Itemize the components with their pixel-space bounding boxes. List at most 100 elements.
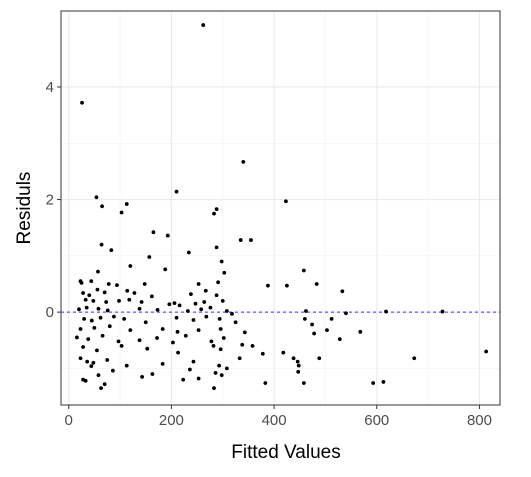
data-point [145, 346, 150, 351]
data-point [196, 282, 201, 286]
x-tick-label: 800 [467, 412, 492, 429]
data-point [183, 333, 188, 338]
data-point [209, 339, 214, 344]
data-point [283, 199, 288, 204]
data-point [167, 302, 172, 307]
data-point [107, 324, 112, 329]
data-point [263, 381, 268, 385]
data-point [218, 327, 223, 331]
data-point [302, 316, 307, 321]
data-point [105, 308, 110, 313]
data-point [85, 359, 90, 364]
data-point [250, 344, 255, 348]
data-point [291, 356, 296, 361]
data-point [122, 316, 127, 321]
x-tick-label: 0 [65, 412, 73, 429]
data-point [110, 368, 115, 373]
data-point [102, 382, 107, 387]
data-point [224, 366, 229, 371]
data-point [337, 337, 342, 342]
data-point [187, 367, 192, 372]
data-point [127, 297, 132, 302]
data-point [81, 291, 85, 295]
major-gridlines [61, 11, 500, 405]
data-point [117, 298, 121, 303]
data-point [78, 356, 83, 361]
data-point [242, 330, 247, 335]
data-point [296, 363, 301, 368]
data-point [222, 270, 227, 275]
data-point [163, 267, 168, 272]
data-point [371, 381, 376, 385]
data-point [301, 381, 306, 385]
data-point [193, 301, 198, 306]
data-point [80, 100, 84, 105]
data-point [240, 342, 245, 347]
data-point [124, 202, 129, 206]
data-point [119, 210, 124, 215]
data-point [96, 373, 101, 378]
data-point [381, 380, 386, 384]
data-point [358, 329, 363, 334]
data-point [310, 322, 314, 327]
data-point [312, 331, 317, 336]
data-point [220, 298, 225, 303]
y-tick-label: 4 [46, 79, 54, 96]
data-point [98, 315, 103, 320]
data-point [78, 327, 83, 331]
data-point [79, 280, 84, 285]
data-point [214, 245, 219, 250]
data-point [91, 360, 96, 365]
data-point [230, 311, 234, 316]
panel-border [60, 10, 501, 406]
data-point [202, 300, 207, 304]
data-point [237, 356, 242, 361]
data-point [484, 349, 489, 354]
data-point [143, 320, 148, 325]
data-point [89, 318, 94, 323]
data-point [214, 207, 219, 212]
data-point [221, 336, 226, 340]
data-point [204, 314, 209, 319]
data-point [165, 233, 170, 238]
data-point [412, 356, 417, 361]
data-point [150, 372, 155, 376]
data-point [208, 305, 213, 310]
data-point [119, 344, 124, 348]
data-point [95, 348, 99, 353]
data-point [174, 315, 179, 320]
data-point [82, 316, 87, 321]
data-point [217, 316, 222, 321]
data-point [115, 283, 119, 288]
data-point [213, 371, 218, 375]
data-point [99, 386, 103, 391]
data-point [174, 189, 179, 194]
data-point [128, 328, 133, 333]
data-point [340, 289, 345, 294]
data-point [211, 344, 216, 348]
data-point [96, 306, 101, 311]
data-point [233, 320, 238, 325]
data-points [75, 23, 489, 391]
data-point [160, 362, 165, 366]
data-point [84, 305, 89, 310]
data-point [149, 294, 154, 299]
data-point [140, 374, 145, 379]
data-point [344, 311, 348, 316]
data-point [83, 297, 88, 302]
data-point [329, 316, 334, 321]
y-tick-label: 2 [46, 192, 54, 209]
data-point [177, 303, 182, 308]
data-point [94, 195, 99, 200]
data-point [201, 23, 206, 27]
data-point [199, 307, 204, 312]
data-point [281, 350, 286, 355]
data-point [181, 377, 186, 382]
data-point [191, 318, 196, 322]
data-point [139, 300, 144, 304]
data-point [266, 283, 270, 288]
data-point [317, 356, 322, 361]
data-point [99, 242, 104, 247]
data-point [92, 325, 97, 330]
